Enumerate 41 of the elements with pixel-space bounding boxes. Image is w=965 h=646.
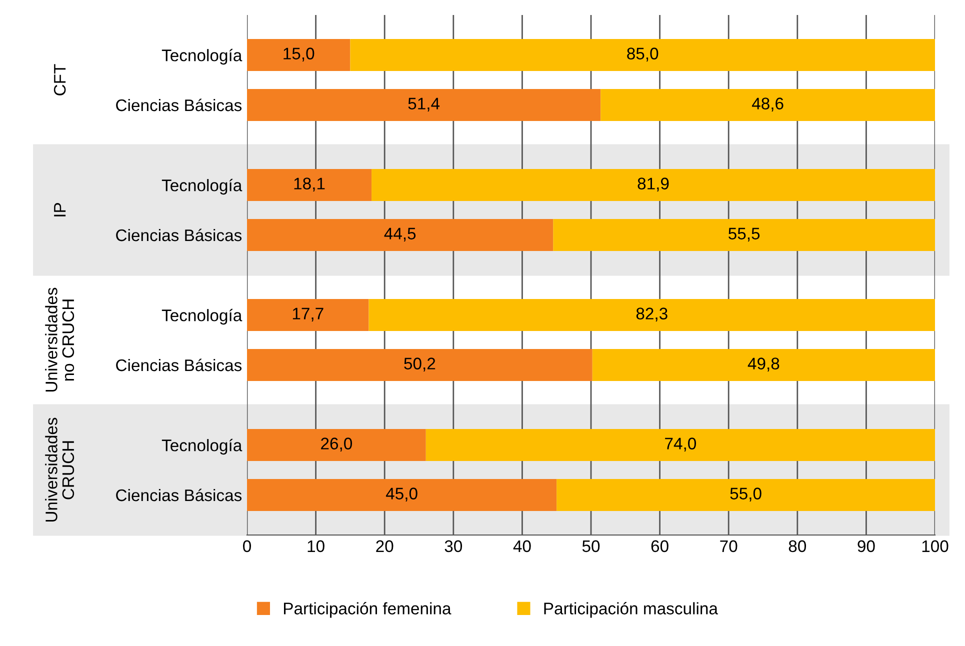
text: 55,0 xyxy=(730,488,762,502)
x-tick-label: 10 xyxy=(308,540,324,552)
y-tick-label: Ciencias Básicas xyxy=(116,98,242,112)
x-tick-label: 90 xyxy=(858,540,875,552)
text: 48,6 xyxy=(752,98,784,112)
x-tick-label: 100 xyxy=(922,540,948,552)
text: Universidades no CRUCH xyxy=(45,288,74,392)
y-tick-label: Tecnología xyxy=(162,438,242,455)
text: CFT xyxy=(54,64,66,96)
y-tick-label: Tecnología xyxy=(162,178,242,195)
y-tick-label: Ciencias Básicas xyxy=(116,488,242,502)
text: 50,2 xyxy=(404,358,436,372)
text: 17,7 xyxy=(292,308,324,322)
text: 82,3 xyxy=(636,308,668,322)
x-tick-label: 40 xyxy=(513,540,531,552)
x-tick-label: 30 xyxy=(444,540,462,552)
x-tick-label: 50 xyxy=(582,540,600,552)
text: 15,0 xyxy=(284,48,314,62)
text: 74,0 xyxy=(665,438,696,452)
text: 85,0 xyxy=(627,48,658,62)
legend-label: Participación masculina xyxy=(544,602,718,618)
x-tick-label: 0 xyxy=(243,540,251,552)
y-tick-label: Tecnología xyxy=(162,308,242,325)
text: 49,8 xyxy=(748,358,780,372)
y-tick-label: Tecnología xyxy=(162,48,242,65)
x-tick-label: 80 xyxy=(788,540,806,552)
text: 81,9 xyxy=(638,178,669,192)
text: 45,0 xyxy=(386,488,418,502)
x-tick-label: 20 xyxy=(376,540,394,552)
legend-label: Participación femenina xyxy=(284,602,452,618)
text: 44,5 xyxy=(384,228,416,242)
x-tick-label: 60 xyxy=(651,540,668,552)
text: 51,4 xyxy=(408,98,440,112)
y-tick-label: Ciencias Básicas xyxy=(116,228,242,242)
text: 26,0 xyxy=(321,438,352,452)
text: 18,1 xyxy=(294,178,325,192)
y-tick-label: Ciencias Básicas xyxy=(116,358,242,372)
x-tick-label: 70 xyxy=(720,540,738,552)
text: Universidades CRUCH xyxy=(45,418,74,522)
text: 55,5 xyxy=(728,228,760,242)
text: IP xyxy=(54,203,66,216)
